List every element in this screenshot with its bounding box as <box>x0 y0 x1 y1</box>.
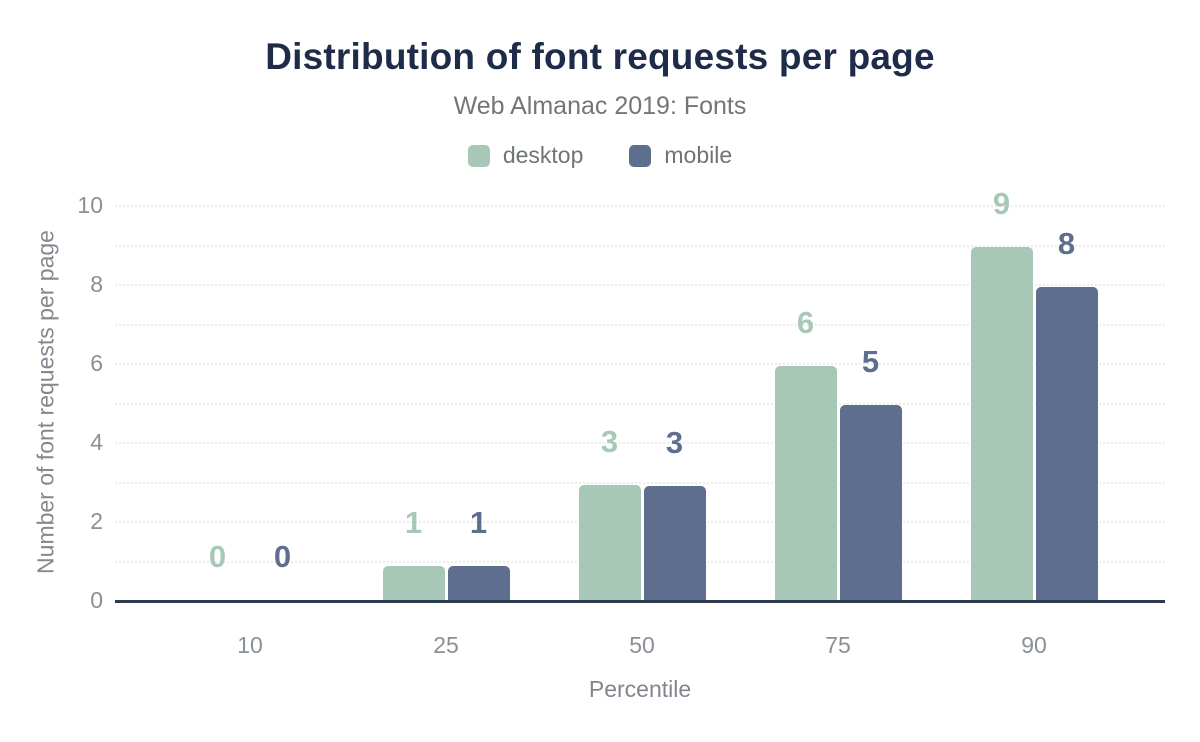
x-axis-title: Percentile <box>588 676 692 702</box>
bar-slot-mobile-75: 5 <box>839 205 902 600</box>
x-tick-label-50: 50 <box>629 632 655 658</box>
x-tick-label-90: 90 <box>1021 632 1047 658</box>
bar-value-label-mobile-p10: 0 <box>273 539 292 574</box>
y-tick-label-10: 10 <box>77 192 103 218</box>
bar-slot-desktop-90: 9 <box>970 188 1033 600</box>
x-axis-tick-labels: 10 25 50 75 90 <box>115 630 1165 660</box>
y-tick-label-0: 0 <box>90 587 103 613</box>
legend-swatch-mobile <box>629 144 652 167</box>
x-axis-line <box>115 600 1165 603</box>
bar-desktop-p90[interactable] <box>970 247 1033 600</box>
legend-swatch-desktop <box>467 144 490 167</box>
bar-mobile-p50[interactable] <box>643 486 706 600</box>
bar-value-label-desktop-p25: 1 <box>404 505 423 540</box>
legend-item-mobile[interactable]: mobile <box>629 142 732 169</box>
bar-slot-desktop-10: 0 <box>187 205 249 600</box>
bar-desktop-p25[interactable] <box>382 566 445 600</box>
gridline-y5 <box>115 402 1165 405</box>
bar-slot-mobile-10: 0 <box>252 205 314 600</box>
gridline-y8 <box>115 284 1165 286</box>
gridline-y6 <box>115 363 1165 365</box>
legend: desktop mobile <box>0 142 1200 169</box>
x-tick-label-25: 25 <box>433 632 459 658</box>
gridline-y3 <box>115 481 1165 484</box>
bar-slot-mobile-90: 8 <box>1035 205 1098 600</box>
bar-mobile-p25[interactable] <box>447 566 510 600</box>
bar-slot-desktop-50: 3 <box>578 205 641 600</box>
legend-item-desktop[interactable]: desktop <box>467 142 584 169</box>
bar-value-label-mobile-p50: 3 <box>665 425 684 460</box>
bar-mobile-p90[interactable] <box>1035 287 1098 600</box>
bar-slot-desktop-25: 1 <box>382 205 445 600</box>
bar-slot-desktop-75: 6 <box>774 205 837 600</box>
y-tick-label-2: 2 <box>90 508 103 534</box>
legend-label-mobile: mobile <box>664 142 733 168</box>
chart-title: Distribution of font requests per page <box>265 36 935 77</box>
bar-desktop-p75[interactable] <box>774 366 837 600</box>
bar-slot-mobile-25: 1 <box>447 205 510 600</box>
bar-mobile-p75[interactable] <box>839 405 902 600</box>
bar-value-label-desktop-p10: 0 <box>208 539 227 574</box>
gridline-y10 <box>115 205 1165 207</box>
bar-slot-mobile-50: 3 <box>643 205 706 600</box>
x-tick-label-75: 75 <box>825 632 851 658</box>
gridline-y9 <box>115 244 1165 247</box>
gridline-y4 <box>115 442 1165 444</box>
y-tick-label-8: 8 <box>90 271 103 297</box>
bar-desktop-p50[interactable] <box>578 485 641 600</box>
legend-label-desktop: desktop <box>502 142 584 168</box>
gridline-y7 <box>115 323 1165 326</box>
bar-value-label-desktop-p75: 6 <box>796 305 815 340</box>
bar-value-label-desktop-p50: 3 <box>600 424 619 459</box>
x-tick-label-10: 10 <box>237 632 263 658</box>
y-tick-label-6: 6 <box>90 350 103 376</box>
y-axis-tick-labels: 0 2 4 6 8 10 <box>0 193 103 612</box>
bar-value-label-desktop-p90: 9 <box>992 186 1011 221</box>
bar-value-label-mobile-p25: 1 <box>469 505 488 540</box>
bar-value-label-mobile-p90: 8 <box>1057 226 1076 261</box>
bar-value-label-mobile-p75: 5 <box>861 344 880 379</box>
chart-subtitle: Web Almanac 2019: Fonts <box>453 92 747 120</box>
y-tick-label-4: 4 <box>90 429 103 455</box>
